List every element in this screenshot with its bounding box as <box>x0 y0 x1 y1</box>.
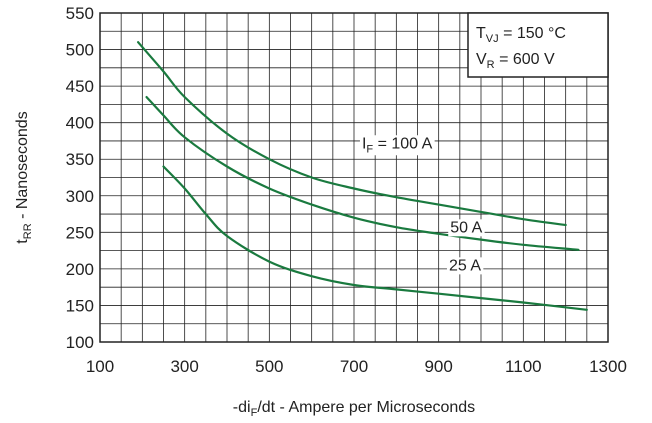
y-tick-label: 350 <box>66 150 94 169</box>
x-tick-labels: 100 300 500 700 900 1100 1300 <box>86 357 627 376</box>
y-tick-label: 200 <box>66 260 94 279</box>
series-labels: IF = 100 A 50 A 25 A <box>359 135 485 275</box>
series-label-text: IF = 100 A <box>362 135 433 155</box>
series-label-background <box>359 135 435 156</box>
condition-tvj: TVJ = 150 °C <box>476 25 566 45</box>
y-tick-labels: 100 150 200 250 300 350 400 450 500 550 <box>66 4 94 352</box>
plot-frame <box>99 12 609 343</box>
y-tick-label: 300 <box>66 187 94 206</box>
x-tick-label: 900 <box>424 357 452 376</box>
series-line-100-a <box>137 41 567 227</box>
x-tick-label: 100 <box>86 357 114 376</box>
y-tick-label: 400 <box>66 114 94 133</box>
conditions-box-frame <box>467 12 609 78</box>
series-label-100-a: IF = 100 A <box>359 135 435 156</box>
y-tick-label: 500 <box>66 41 94 60</box>
series-label-text: 25 A <box>449 257 481 274</box>
chart-series <box>137 41 588 311</box>
series-line-25-a <box>162 165 588 311</box>
series-line-50-a <box>145 96 580 251</box>
x-tick-label: 300 <box>170 357 198 376</box>
y-tick-label: 150 <box>66 296 94 315</box>
conditions-box: TVJ = 150 °C VR = 600 V <box>467 12 609 78</box>
series-label-text: 50 A <box>450 219 482 236</box>
x-axis-label: -diF/dt - Ampere per Microseconds <box>233 399 475 419</box>
y-tick-label: 250 <box>66 223 94 242</box>
y-tick-label: 550 <box>66 4 94 23</box>
condition-vr: VR = 600 V <box>476 51 555 71</box>
x-tick-label: 1300 <box>589 357 627 376</box>
series-label-25-a: 25 A <box>446 257 484 275</box>
y-axis-label: tRR - Nanoseconds <box>14 111 34 243</box>
series-label-background <box>446 257 484 275</box>
x-tick-label: 500 <box>255 357 283 376</box>
y-tick-label: 100 <box>66 333 94 352</box>
series-label-50-a: 50 A <box>448 219 485 237</box>
x-tick-label: 700 <box>340 357 368 376</box>
y-tick-label: 450 <box>66 77 94 96</box>
x-tick-label: 1100 <box>505 357 542 376</box>
series-label-background <box>448 219 485 237</box>
